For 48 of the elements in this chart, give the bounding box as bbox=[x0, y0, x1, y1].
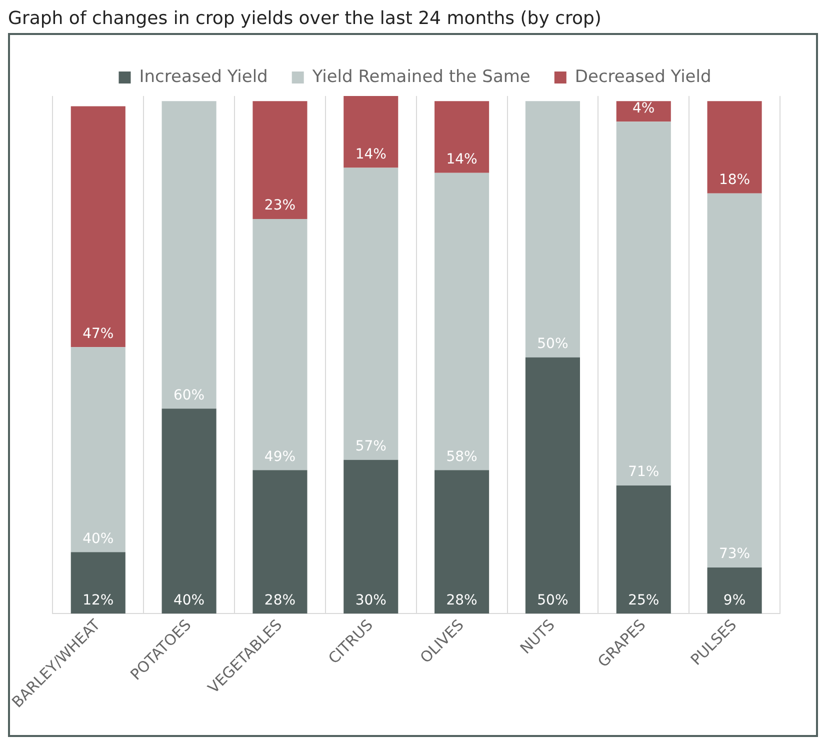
bar bbox=[707, 568, 762, 614]
bar bbox=[707, 193, 762, 568]
legend-label: Increased Yield bbox=[139, 66, 268, 87]
bar bbox=[70, 347, 126, 552]
data-label: 57% bbox=[355, 438, 386, 455]
bar bbox=[344, 168, 398, 460]
bar bbox=[252, 219, 308, 470]
bar bbox=[162, 101, 216, 409]
bar bbox=[162, 408, 216, 614]
bar bbox=[707, 101, 762, 194]
data-label: 50% bbox=[537, 592, 568, 608]
data-label: 40% bbox=[82, 530, 114, 547]
bar bbox=[616, 486, 671, 614]
data-label: 23% bbox=[264, 198, 296, 214]
bar bbox=[434, 172, 490, 470]
bar bbox=[525, 357, 580, 614]
bar bbox=[344, 460, 398, 614]
data-label: 71% bbox=[628, 464, 660, 480]
data-label: 50% bbox=[537, 336, 568, 352]
bar bbox=[616, 122, 671, 486]
data-label: 14% bbox=[355, 146, 386, 162]
data-label: 58% bbox=[446, 448, 478, 465]
bar bbox=[70, 552, 126, 614]
data-label: 73% bbox=[718, 546, 750, 562]
chart-title: Graph of changes in crop yields over the last 24 months (by crop) bbox=[8, 8, 602, 29]
bar bbox=[616, 101, 671, 122]
data-label: 25% bbox=[628, 592, 660, 608]
legend-label: Decreased Yield bbox=[574, 66, 712, 87]
legend-label: Yield Remained the Same bbox=[311, 66, 530, 87]
data-label: 14% bbox=[446, 152, 478, 168]
data-label: 9% bbox=[723, 592, 746, 608]
data-label: 12% bbox=[82, 592, 114, 608]
data-label: 4% bbox=[632, 100, 655, 116]
data-label: 28% bbox=[446, 592, 478, 608]
data-label: 49% bbox=[264, 448, 296, 465]
bar bbox=[434, 101, 490, 173]
bar bbox=[525, 101, 580, 358]
data-label: 30% bbox=[355, 592, 386, 608]
bar bbox=[344, 96, 398, 168]
bar bbox=[252, 470, 308, 614]
data-label: 47% bbox=[82, 326, 114, 342]
bar bbox=[70, 106, 126, 348]
bar bbox=[252, 101, 308, 219]
data-label: 40% bbox=[173, 592, 205, 608]
bar bbox=[434, 470, 490, 614]
data-label: 60% bbox=[173, 387, 205, 404]
data-label: 18% bbox=[718, 172, 750, 188]
data-label: 28% bbox=[264, 592, 296, 608]
